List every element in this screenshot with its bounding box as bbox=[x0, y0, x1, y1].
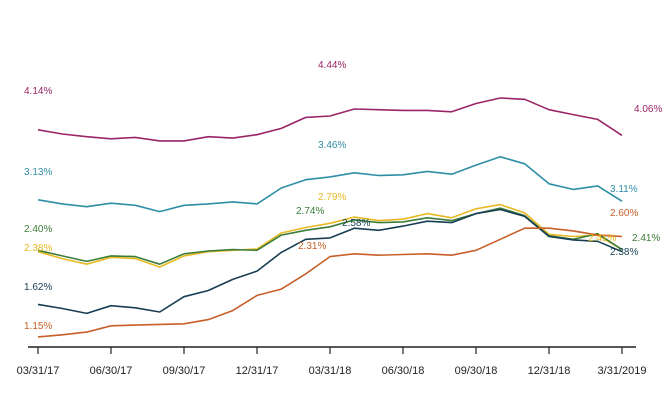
x-tick-label: 06/30/18 bbox=[382, 365, 425, 377]
data-label: 2.38% bbox=[24, 243, 52, 254]
data-label: 2.31% bbox=[298, 241, 326, 252]
data-label: 3.13% bbox=[24, 167, 52, 178]
data-label: 4.44% bbox=[318, 60, 346, 71]
data-label: 2.74% bbox=[296, 206, 324, 217]
data-label: 2.41% bbox=[588, 233, 616, 244]
data-label: 3.11% bbox=[610, 184, 638, 195]
data-label: 4.14% bbox=[24, 86, 52, 97]
data-label: 2.38% bbox=[610, 247, 638, 258]
x-tick-label: 12/31/17 bbox=[236, 365, 279, 377]
data-label: 4.06% bbox=[634, 104, 662, 115]
data-label: 1.15% bbox=[24, 321, 52, 332]
data-label: 2.58% bbox=[342, 218, 370, 229]
x-tick-label: 03/31/18 bbox=[309, 365, 352, 377]
x-tick-label: 3/31/2019 bbox=[598, 365, 647, 377]
x-tick-label: 06/30/17 bbox=[90, 365, 133, 377]
data-label: 2.60% bbox=[610, 208, 638, 219]
series-line-5 bbox=[37, 208, 623, 315]
data-label: 3.46% bbox=[318, 140, 346, 151]
data-label: 2.40% bbox=[24, 224, 52, 235]
series-line-4 bbox=[37, 207, 623, 266]
x-tick-label: 12/31/18 bbox=[528, 365, 571, 377]
data-label: 2.79% bbox=[318, 192, 346, 203]
series-line-2 bbox=[37, 156, 623, 213]
series-line-1 bbox=[37, 97, 623, 142]
x-tick-label: 09/30/17 bbox=[163, 365, 206, 377]
x-tick-label: 09/30/18 bbox=[455, 365, 498, 377]
data-label: 1.62% bbox=[24, 282, 52, 293]
x-tick-label: 03/31/17 bbox=[17, 365, 60, 377]
series-line-3 bbox=[37, 203, 623, 268]
data-label: 2.41% bbox=[632, 233, 660, 244]
series-line-6 bbox=[37, 227, 623, 338]
